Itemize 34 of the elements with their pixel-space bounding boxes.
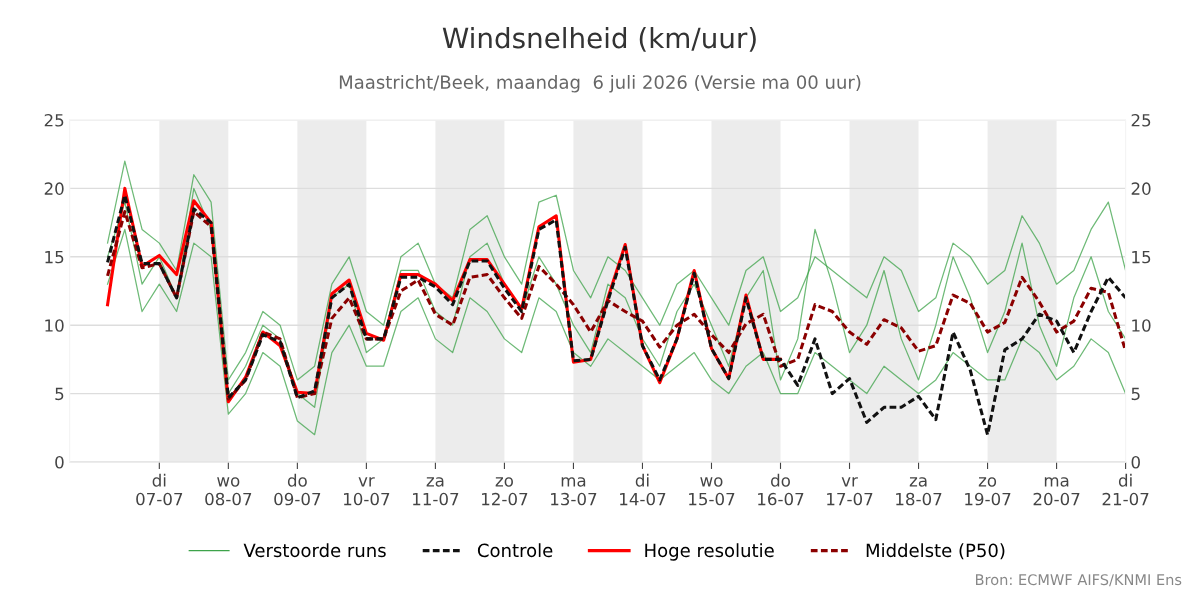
x-tick-label: zo 12-07 [482,477,528,506]
x-tick-label: za 11-07 [413,477,459,506]
chart-title: Windsnelheid (km/uur) [442,27,756,52]
x-tick-label: di 14-07 [620,473,666,506]
x-tick-label: zo 19-07 [965,477,1011,506]
y2-tick-label: 5 [1131,387,1140,401]
x-tick-label: do 16-07 [758,473,804,506]
legend-label: Middelste (P50) [866,543,1005,560]
y-tick-label: 20 [44,182,64,195]
y2-tick-label: 15 [1132,250,1151,264]
x-tick-label: vr 17-07 [827,477,873,506]
chart-subtitle: Maastricht/Beek, maandag 6 juli 2026 (Versie ma 00 uur) [339,75,861,93]
y2-tick-label: 25 [1131,113,1151,127]
x-tick-label: wo 15-07 [689,477,735,506]
x-tick-label: do 09-07 [274,473,321,506]
y-tick-label: 5 [55,387,64,401]
x-tick-label: di 07-07 [136,473,183,506]
y2-tick-label: 10 [1132,319,1151,332]
x-tick-label: ma 20-07 [1033,477,1080,506]
legend-label: Hoge resolutie [645,543,774,561]
legend-label: Verstoorde runs [243,543,386,558]
y-tick-label: 0 [55,455,64,469]
y-tick-label: 10 [45,319,64,332]
x-tick-label: di 21-07 [1102,473,1149,506]
x-tick-label: wo 08-07 [205,477,252,506]
legend-label: Controle [477,543,553,558]
y2-tick-label: 0 [1131,455,1140,469]
x-tick-label: za 18-07 [896,477,942,506]
text: Bron: ECMWF AIFS/KNMI Ens [975,574,1182,587]
y2-tick-label: 20 [1131,182,1151,195]
y-tick-label: 25 [44,113,64,127]
y-tick-label: 15 [45,250,64,264]
x-tick-label: ma 13-07 [551,477,597,506]
x-tick-label: vr 10-07 [344,477,390,506]
